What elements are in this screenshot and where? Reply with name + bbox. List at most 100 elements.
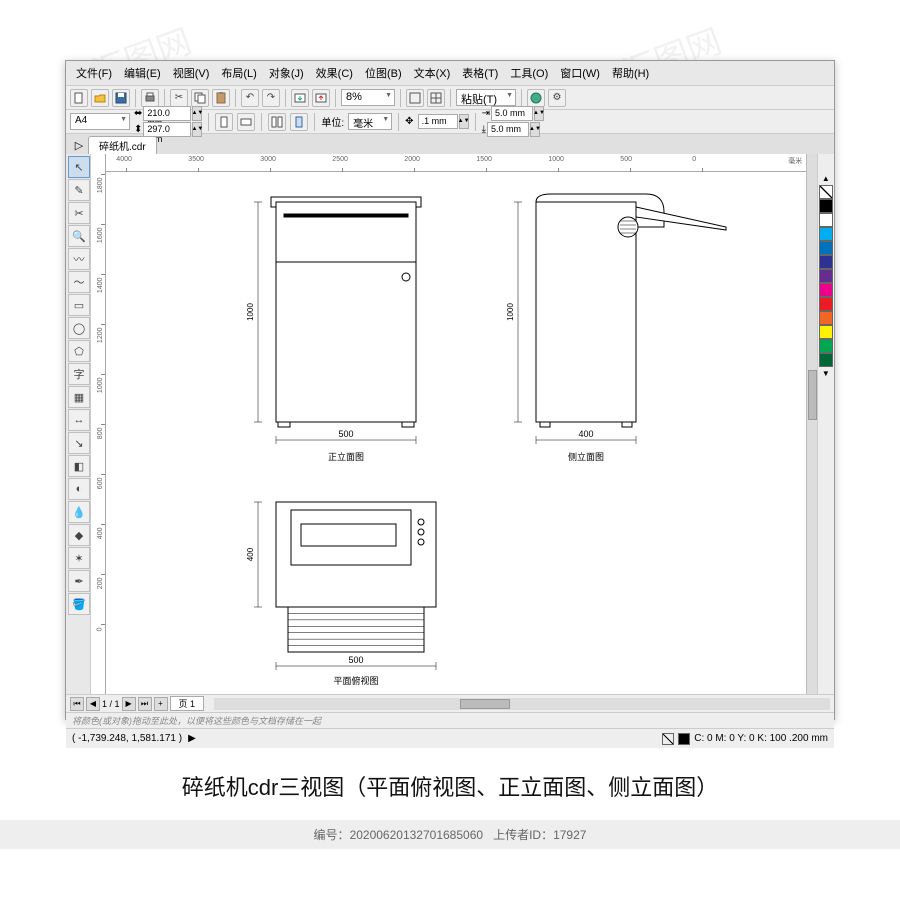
snap-button[interactable]	[427, 89, 445, 107]
next-page-button[interactable]: ▶	[122, 697, 136, 711]
page-tab[interactable]: 页 1	[170, 696, 205, 711]
menu-window[interactable]: 窗口(W)	[554, 63, 606, 83]
color-swatch[interactable]	[819, 283, 833, 297]
svg-text:1000: 1000	[506, 303, 515, 321]
color-swatch[interactable]	[819, 297, 833, 311]
outline-tool[interactable]: ✒	[68, 570, 90, 592]
print-button[interactable]	[141, 89, 159, 107]
menu-layout[interactable]: 布局(L)	[215, 63, 262, 83]
transparency-tool[interactable]: ◐	[68, 478, 90, 500]
first-page-button[interactable]: ⏮	[70, 697, 84, 711]
menu-view[interactable]: 视图(V)	[167, 63, 216, 83]
color-swatch[interactable]	[819, 255, 833, 269]
launch-button[interactable]	[527, 89, 545, 107]
all-pages-button[interactable]	[268, 113, 286, 131]
landscape-button[interactable]	[237, 113, 255, 131]
portrait-button[interactable]	[215, 113, 233, 131]
nudge-input[interactable]: .1 mm	[418, 114, 458, 129]
pick-tool-indicator-icon: ▷	[70, 136, 88, 154]
horizontal-scrollbar[interactable]	[214, 698, 830, 710]
page-height-input[interactable]: 297.0 mm	[143, 122, 191, 137]
page-size-combo[interactable]: A4	[70, 113, 130, 130]
cut-button[interactable]: ✂	[170, 89, 188, 107]
units-combo[interactable]: 毫米	[348, 113, 392, 130]
text-tool[interactable]: 字	[68, 363, 90, 385]
add-page-button[interactable]: +	[154, 697, 168, 711]
ellipse-tool[interactable]: ◯	[68, 317, 90, 339]
polygon-tool[interactable]: ⬠	[68, 340, 90, 362]
smart-fill-tool[interactable]: ✶	[68, 547, 90, 569]
pick-tool[interactable]: ↖	[68, 156, 90, 178]
rectangle-tool[interactable]: ▭	[68, 294, 90, 316]
menu-object[interactable]: 对象(J)	[263, 63, 310, 83]
options-button[interactable]: ⚙	[548, 89, 566, 107]
prev-page-button[interactable]: ◀	[86, 697, 100, 711]
footer-uploader-label: 上传者ID：	[493, 828, 553, 842]
import-button[interactable]	[291, 89, 309, 107]
redo-button[interactable]: ↷	[262, 89, 280, 107]
paste-button[interactable]	[212, 89, 230, 107]
menu-table[interactable]: 表格(T)	[456, 63, 504, 83]
crop-tool[interactable]: ✂	[68, 202, 90, 224]
connector-tool[interactable]: ↘	[68, 432, 90, 454]
eyedropper-tool[interactable]: 💧	[68, 501, 90, 523]
color-swatch[interactable]	[819, 213, 833, 227]
no-color-swatch[interactable]	[819, 185, 833, 199]
document-tab[interactable]: 碎纸机.cdr	[88, 136, 157, 154]
vertical-ruler[interactable]: 180016001400120010008006004002000	[91, 154, 107, 694]
fill-tool[interactable]: 🪣	[68, 593, 90, 615]
last-page-button[interactable]: ⏭	[138, 697, 152, 711]
menu-bitmap[interactable]: 位图(B)	[359, 63, 408, 83]
spinner-arrows[interactable]: ▲▼	[192, 122, 202, 137]
table-tool[interactable]: ▦	[68, 386, 90, 408]
new-button[interactable]	[70, 89, 88, 107]
interactive-fill-tool[interactable]: ◆	[68, 524, 90, 546]
paste-special-combo[interactable]: 粘贴(T)	[456, 89, 516, 106]
open-button[interactable]	[91, 89, 109, 107]
color-swatch[interactable]	[819, 199, 833, 213]
color-swatch[interactable]	[819, 227, 833, 241]
zoom-combo[interactable]: 8%	[341, 89, 395, 106]
export-button[interactable]	[312, 89, 330, 107]
menu-effect[interactable]: 效果(C)	[310, 63, 359, 83]
horizontal-ruler[interactable]: 毫米 40003500300025002000150010005000	[106, 154, 806, 172]
color-swatch[interactable]	[819, 353, 833, 367]
dup-x-input[interactable]: 5.0 mm	[491, 106, 533, 121]
zoom-tool[interactable]: 🔍	[68, 225, 90, 247]
menu-tools[interactable]: 工具(O)	[504, 63, 554, 83]
outline-swatch-icon[interactable]	[678, 733, 690, 745]
artistic-media-tool[interactable]: 〜	[68, 271, 90, 293]
menu-edit[interactable]: 编辑(E)	[118, 63, 167, 83]
spinner-arrows[interactable]: ▲▼	[530, 122, 540, 137]
shape-tool[interactable]: ✎	[68, 179, 90, 201]
svg-text:侧立面图: 侧立面图	[568, 451, 604, 462]
page-width-input[interactable]: 210.0 mm	[143, 106, 191, 121]
palette-up-icon[interactable]: ▲	[822, 174, 830, 183]
menu-help[interactable]: 帮助(H)	[606, 63, 655, 83]
color-swatch[interactable]	[819, 325, 833, 339]
menu-text[interactable]: 文本(X)	[408, 63, 457, 83]
undo-button[interactable]: ↶	[241, 89, 259, 107]
coreldraw-window: 文件(F) 编辑(E) 视图(V) 布局(L) 对象(J) 效果(C) 位图(B…	[65, 60, 835, 720]
dup-y-input[interactable]: 5.0 mm	[487, 122, 529, 137]
color-swatch[interactable]	[819, 311, 833, 325]
color-swatch[interactable]	[819, 269, 833, 283]
fullscreen-button[interactable]	[406, 89, 424, 107]
drop-shadow-tool[interactable]: ◧	[68, 455, 90, 477]
dimension-tool[interactable]: ↔	[68, 409, 90, 431]
canvas[interactable]: 5001000正立面图4001000侧立面图500400平面俯视图	[106, 172, 806, 694]
spinner-arrows[interactable]: ▲▼	[459, 114, 469, 129]
palette-down-icon[interactable]: ▼	[822, 369, 830, 378]
play-icon[interactable]: ▶	[188, 733, 196, 744]
copy-button[interactable]	[191, 89, 209, 107]
color-swatch[interactable]	[819, 241, 833, 255]
color-swatch[interactable]	[819, 339, 833, 353]
spinner-arrows[interactable]: ▲▼	[534, 106, 544, 121]
spinner-arrows[interactable]: ▲▼	[192, 106, 202, 121]
save-button[interactable]	[112, 89, 130, 107]
freehand-tool[interactable]: 〰	[68, 248, 90, 270]
menu-file[interactable]: 文件(F)	[70, 63, 118, 83]
fill-none-icon[interactable]	[662, 733, 674, 745]
current-page-button[interactable]	[290, 113, 308, 131]
vertical-scrollbar[interactable]	[806, 154, 816, 694]
